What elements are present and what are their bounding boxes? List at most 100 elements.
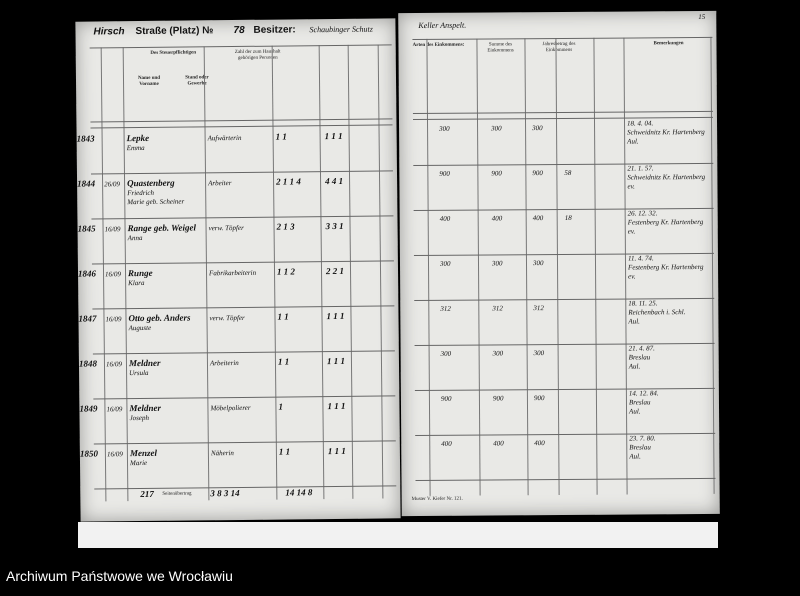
annual-amount: 400 xyxy=(532,214,544,223)
occupation-header: Stand oder Gewerbe xyxy=(185,75,209,87)
grid-line xyxy=(555,38,560,496)
household-counts: 1 1 xyxy=(275,131,287,142)
name-block: Meldner Ursula xyxy=(129,357,205,378)
first-name: Joseph xyxy=(129,413,150,423)
occupation: Fabrikarbeiterin xyxy=(208,268,257,278)
remark-block: 21. 4. 87. Breslau Aul. xyxy=(629,344,717,372)
name-block: Quastenberg Friedrich Marie geb. Scheiner xyxy=(127,177,203,207)
remark-religion: Aul. xyxy=(628,317,640,326)
house-number: 78 xyxy=(233,24,245,37)
footer-total-label: Seitenübertrag xyxy=(162,491,192,497)
row-number: 1847 xyxy=(78,313,97,324)
remark-block: 18. 11. 25. Reichenbach i. Schl. Aul. xyxy=(628,299,716,327)
page-mark: 15 xyxy=(698,12,706,22)
dwelling-counts: 1 1 1 xyxy=(324,130,343,142)
name-block: Otto geb. Anders Auguste xyxy=(128,312,204,333)
remark-religion: Aul. xyxy=(627,137,639,146)
row-number: 1844 xyxy=(77,178,96,189)
remark-religion: Aul. xyxy=(629,452,641,461)
archive-caption: Archiwum Państwowe we Wrocławiu xyxy=(6,568,233,584)
first-name: Klara xyxy=(128,278,145,288)
grid-line xyxy=(524,38,529,496)
first-name: Ursula xyxy=(129,368,149,378)
total-income: 900 xyxy=(491,169,502,178)
annual-amount: 900 xyxy=(533,394,545,403)
name-header: Name und Vorname xyxy=(137,75,161,88)
name-block: Menzel Marie xyxy=(130,447,206,468)
income-types-header: Arten des Einkommens: xyxy=(412,42,465,49)
scan-background-strip xyxy=(78,522,718,548)
remark-religion: ev. xyxy=(627,182,635,191)
occupation: Aufwärterin xyxy=(207,133,242,143)
first-name: Auguste xyxy=(128,323,152,333)
tax-value: 58 xyxy=(564,168,572,177)
remark-block: 21. 1. 57. Schweidnitz Kr. Hartenberg ev. xyxy=(627,164,715,192)
footer-counts: 3 8 3 14 xyxy=(210,487,240,499)
occupation: Möbelpolierer xyxy=(210,403,251,413)
household-counts: 1 1 xyxy=(278,446,291,457)
grid-line xyxy=(318,45,325,500)
remark-religion: ev. xyxy=(627,227,636,236)
first-name: Anna xyxy=(127,233,143,243)
row-divider xyxy=(415,477,716,482)
left-ledger-page: Hirsch Straße (Platz) № 78 Besitzer: Sch… xyxy=(75,18,401,522)
row-number: 1846 xyxy=(77,268,97,279)
annual-amount: 300 xyxy=(532,259,544,268)
grid-line xyxy=(347,44,354,499)
annual-header: Jahresbetrag des Einkommens xyxy=(542,41,576,54)
grid-line xyxy=(593,37,598,495)
dwelling-counts: 1 1 1 xyxy=(327,400,346,412)
total-income: 300 xyxy=(491,259,503,268)
income-value: 312 xyxy=(440,304,451,313)
total-income: 400 xyxy=(493,439,504,448)
row-divider xyxy=(90,170,393,175)
street-value: Hirsch xyxy=(93,26,125,38)
total-header: Summe des Einkommens xyxy=(487,42,514,54)
name-block: Range geb. Weigel Anna xyxy=(128,222,204,243)
total-income: 300 xyxy=(492,349,504,358)
occupation: Arbeiterin xyxy=(209,358,239,368)
dwelling-counts: 1 1 1 xyxy=(326,355,346,367)
row-number: 1843 xyxy=(76,133,95,144)
row-divider xyxy=(91,260,394,265)
grid-line xyxy=(90,124,393,129)
row-subnumber: 16/09 xyxy=(105,315,122,324)
row-divider xyxy=(93,440,396,445)
owner-value: Schaubinger Schutz xyxy=(309,24,373,35)
row-subnumber: 16/09 xyxy=(104,225,121,234)
grid-line xyxy=(377,44,384,499)
grid-line xyxy=(426,38,431,496)
annual-amount: 300 xyxy=(532,124,543,133)
occupation: Arbeiter xyxy=(208,179,232,188)
owner-value-cont: Keller Anspelt. xyxy=(418,20,467,30)
remark-religion: Aul. xyxy=(629,407,641,416)
remark-block: 11. 4. 74. Festenberg Kr. Hartenberg ev. xyxy=(628,254,716,282)
grid-line xyxy=(476,38,481,496)
taxpayer-header: Des Steuerpflichtigen xyxy=(150,50,197,56)
remark-religion: ev. xyxy=(628,272,636,281)
first-name: Marie xyxy=(129,458,148,468)
income-value: 400 xyxy=(441,439,452,448)
household-counts: 1 1 xyxy=(277,311,289,322)
row-number: 1848 xyxy=(78,358,98,369)
surname: Range geb. Weigel xyxy=(127,222,197,234)
income-value: 300 xyxy=(439,259,451,268)
annual-amount: 312 xyxy=(533,304,544,313)
name-block: Lepke Emma xyxy=(127,132,203,153)
footer-h: 14 14 8 xyxy=(285,487,313,498)
grid-line xyxy=(412,110,713,115)
surname: Meldner xyxy=(128,357,161,369)
tax-value: 18 xyxy=(564,213,572,222)
annual-amount: 900 xyxy=(532,169,543,178)
surname: Otto geb. Anders xyxy=(128,312,191,324)
income-value: 300 xyxy=(439,124,450,133)
row-subnumber: 26/09 xyxy=(104,180,121,189)
income-value: 900 xyxy=(440,394,452,403)
income-value: 300 xyxy=(440,349,452,358)
occupation: verw. Töpfer xyxy=(209,313,245,323)
right-ledger-page: Keller Anspelt. 15 Arten des Einkommens:… xyxy=(398,10,720,517)
annual-amount: 400 xyxy=(534,439,545,448)
annual-amount: 300 xyxy=(533,349,545,358)
first-name: Emma xyxy=(126,143,145,153)
remark-religion: Aul. xyxy=(628,362,641,371)
